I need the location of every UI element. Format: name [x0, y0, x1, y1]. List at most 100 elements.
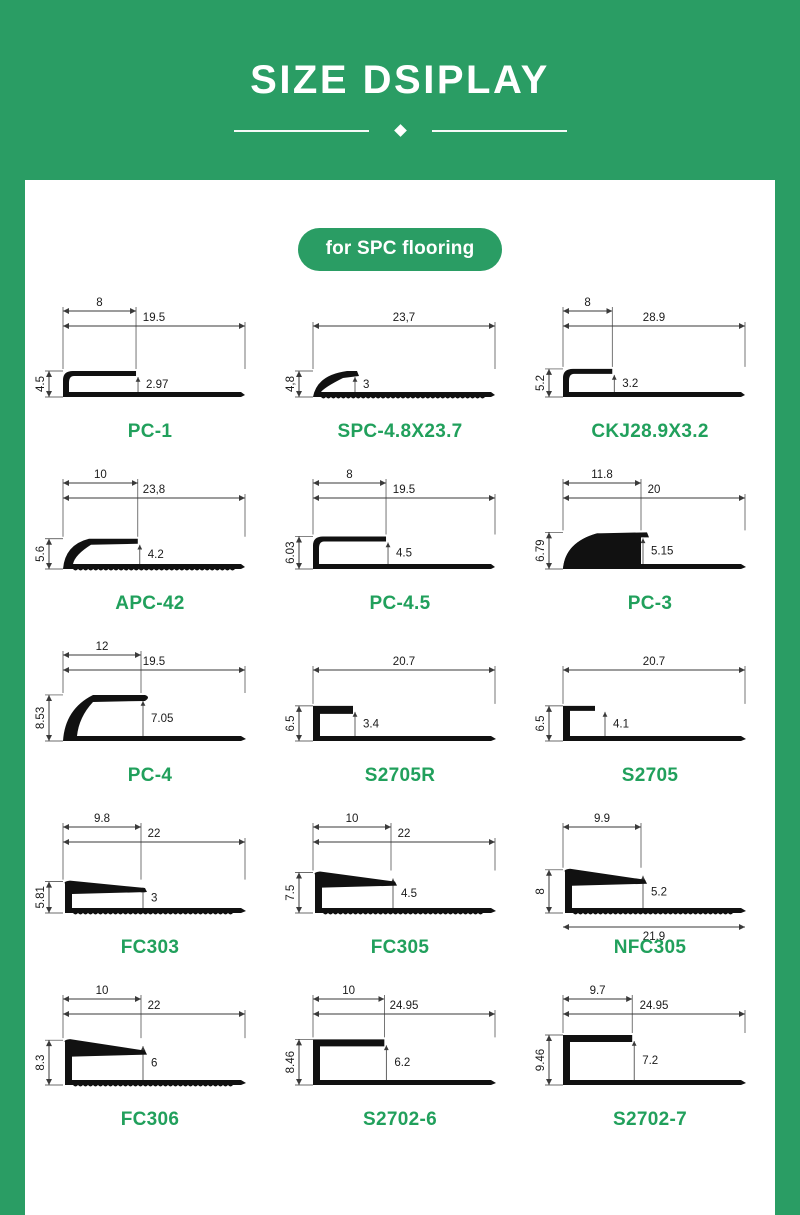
- profile-drawing: 10 23,8 5.6 4.2: [35, 465, 265, 597]
- product-cell[interactable]: 8 19.5 4.5 2.97 PC-1: [25, 293, 275, 465]
- svg-text:7.2: 7.2: [642, 1055, 658, 1067]
- product-cell[interactable]: 10 23,8 5.6 4.2 APC-42: [25, 465, 275, 637]
- svg-text:6.79: 6.79: [535, 539, 547, 561]
- svg-text:12: 12: [96, 641, 109, 653]
- product-grid: 8 19.5 4.5 2.97 PC-1 23,7 4,8 3 SPC-4.8X2…: [25, 293, 775, 1153]
- svg-text:23,8: 23,8: [143, 484, 165, 496]
- product-cell[interactable]: 9.8 22 5.81 3 FC303: [25, 809, 275, 981]
- svg-text:19.5: 19.5: [393, 484, 415, 496]
- product-label: S2705: [621, 765, 679, 786]
- product-label: NFC305: [613, 937, 687, 958]
- svg-text:8.53: 8.53: [35, 707, 47, 729]
- divider-line-left: [233, 129, 369, 132]
- svg-text:2.97: 2.97: [146, 379, 168, 391]
- svg-text:6.03: 6.03: [285, 542, 297, 564]
- svg-text:8.46: 8.46: [285, 1051, 297, 1073]
- svg-text:20.7: 20.7: [643, 656, 665, 668]
- product-cell[interactable]: 8 28.9 5.2 3.2 CKJ28.9X3.2: [525, 293, 775, 465]
- svg-text:22: 22: [148, 1000, 161, 1012]
- svg-text:4.1: 4.1: [613, 718, 629, 730]
- svg-text:6.2: 6.2: [394, 1057, 410, 1069]
- svg-text:5.81: 5.81: [35, 886, 47, 908]
- svg-text:10: 10: [96, 985, 109, 997]
- product-label: APC-42: [115, 593, 185, 614]
- svg-text:22: 22: [148, 828, 161, 840]
- svg-text:19.5: 19.5: [143, 312, 165, 324]
- svg-text:5.2: 5.2: [651, 886, 667, 898]
- svg-text:24.95: 24.95: [390, 1000, 419, 1012]
- product-label: PC-3: [627, 593, 673, 614]
- profile-drawing: 10 22 8.3 6: [35, 981, 265, 1113]
- svg-text:3.2: 3.2: [622, 378, 638, 390]
- profile-drawing: 23,7 4,8 3: [285, 293, 515, 425]
- svg-text:22: 22: [398, 828, 411, 840]
- svg-text:3: 3: [363, 379, 369, 391]
- page-title: SIZE DSIPLAY: [250, 58, 550, 102]
- svg-text:8: 8: [346, 469, 352, 481]
- product-cell[interactable]: 20.7 6.5 3.4 S2705R: [275, 637, 525, 809]
- svg-text:10: 10: [94, 469, 107, 481]
- profile-drawing: 12 19.5 8.53 7.05: [35, 637, 265, 769]
- svg-text:7.5: 7.5: [285, 885, 297, 901]
- svg-text:20.7: 20.7: [393, 656, 415, 668]
- content-panel: for SPC flooring 8 19.5 4.5 2.97 PC-1 23,…: [25, 180, 775, 1215]
- svg-text:6.5: 6.5: [535, 715, 547, 731]
- product-cell[interactable]: 10 22 7.5 4.5 FC305: [275, 809, 525, 981]
- svg-text:7.05: 7.05: [151, 713, 173, 725]
- profile-drawing: 9.8 22 5.81 3: [35, 809, 265, 941]
- svg-text:4.2: 4.2: [148, 549, 164, 561]
- product-cell[interactable]: 10 24.95 8.46 6.2 S2702-6: [275, 981, 525, 1153]
- product-cell[interactable]: 8 19.5 6.03 4.5 PC-4.5: [275, 465, 525, 637]
- svg-text:8: 8: [96, 297, 102, 309]
- profile-drawing: 9.7 24.95 9.46 7.2: [535, 981, 765, 1113]
- badge-container: for SPC flooring: [25, 180, 775, 271]
- svg-text:9.9: 9.9: [594, 813, 610, 825]
- svg-text:11.8: 11.8: [591, 469, 613, 481]
- profile-drawing: 8 19.5 6.03 4.5: [285, 465, 515, 597]
- svg-text:28.9: 28.9: [643, 312, 665, 324]
- profile-drawing: 11.8 20 6.79 5.15: [535, 465, 765, 597]
- svg-text:5.2: 5.2: [535, 375, 547, 391]
- svg-text:6: 6: [151, 1058, 157, 1070]
- svg-text:8.3: 8.3: [35, 1055, 47, 1071]
- product-cell[interactable]: 11.8 20 6.79 5.15 PC-3: [525, 465, 775, 637]
- profile-drawing: 8 19.5 4.5 2.97: [35, 293, 265, 425]
- profile-drawing: 9.9 21.9 8 5.2: [535, 809, 765, 943]
- product-cell[interactable]: 23,7 4,8 3 SPC-4.8X23.7: [275, 293, 525, 465]
- product-cell[interactable]: 20.7 6.5 4.1 S2705: [525, 637, 775, 809]
- profile-drawing: 20.7 6.5 4.1: [535, 637, 765, 769]
- svg-text:5.6: 5.6: [35, 546, 47, 562]
- svg-text:9.7: 9.7: [590, 985, 606, 997]
- svg-text:10: 10: [346, 813, 359, 825]
- profile-drawing: 8 28.9 5.2 3.2: [535, 293, 765, 425]
- product-cell[interactable]: 12 19.5 8.53 7.05 PC-4: [25, 637, 275, 809]
- product-cell[interactable]: 9.7 24.95 9.46 7.2 S2702-7: [525, 981, 775, 1153]
- svg-text:4.5: 4.5: [35, 376, 47, 392]
- svg-text:3.4: 3.4: [363, 718, 380, 730]
- svg-text:10: 10: [342, 985, 355, 997]
- diamond-icon: [393, 124, 407, 137]
- svg-text:19.5: 19.5: [143, 656, 165, 668]
- product-label: PC-4.5: [369, 593, 431, 614]
- product-label: PC-4: [127, 765, 173, 786]
- profile-drawing: 10 22 7.5 4.5: [285, 809, 515, 941]
- svg-text:4.5: 4.5: [401, 888, 417, 900]
- svg-text:5.15: 5.15: [651, 546, 673, 558]
- svg-text:23,7: 23,7: [393, 312, 415, 324]
- divider-line-right: [431, 129, 567, 132]
- product-label: S2702-7: [613, 1109, 687, 1130]
- svg-text:6.5: 6.5: [285, 715, 297, 731]
- svg-text:9.46: 9.46: [535, 1049, 547, 1071]
- product-label: PC-1: [127, 421, 173, 442]
- svg-text:4,8: 4,8: [285, 376, 297, 392]
- product-label: FC303: [120, 937, 180, 958]
- svg-text:24.95: 24.95: [640, 1000, 669, 1012]
- svg-text:8: 8: [584, 297, 590, 309]
- product-label: SPC-4.8X23.7: [337, 421, 463, 442]
- title-divider: [0, 124, 800, 137]
- product-cell[interactable]: 9.9 21.9 8 5.2 NFC305: [525, 809, 775, 981]
- product-label: S2702-6: [363, 1109, 437, 1130]
- svg-text:9.8: 9.8: [94, 813, 110, 825]
- product-cell[interactable]: 10 22 8.3 6 FC306: [25, 981, 275, 1153]
